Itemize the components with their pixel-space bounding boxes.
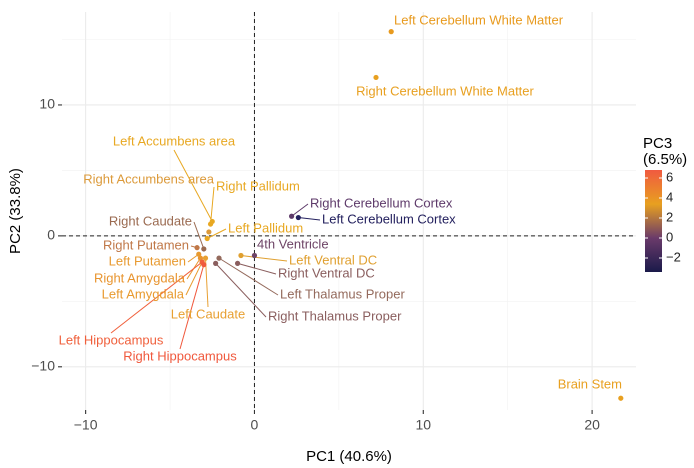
point — [373, 74, 379, 81]
legend-title: (6.5%) — [643, 151, 687, 168]
point-label: Right Pallidum — [216, 178, 300, 193]
y-axis-label: PC2 (33.8%) — [7, 168, 24, 254]
point-label: Right Thalamus Proper — [268, 308, 402, 323]
point — [207, 221, 214, 227]
point — [194, 245, 200, 251]
leader-line — [206, 228, 227, 239]
leader-line — [205, 258, 209, 308]
x-tick-label: 0 — [251, 417, 259, 433]
colorbar-tick-label: 6 — [666, 169, 673, 184]
point — [201, 246, 207, 252]
point-label: Left Putamen — [109, 253, 186, 268]
leader-line — [193, 221, 205, 250]
point-label: Left Amygdala — [102, 286, 185, 301]
colorbar-tick-label: −2 — [666, 249, 681, 264]
leader-line — [298, 217, 321, 221]
point — [196, 251, 202, 257]
leader-line — [179, 264, 205, 350]
y-tick-label: 0 — [47, 227, 55, 243]
leader-line — [185, 261, 203, 296]
leader-line — [215, 263, 267, 318]
leader-line — [218, 257, 279, 296]
point-label: 4th Ventricle — [257, 236, 329, 251]
point — [289, 213, 295, 219]
point — [201, 262, 207, 268]
point-label: Left Caudate — [171, 306, 245, 321]
leader-line — [110, 261, 203, 334]
leader-line — [173, 149, 213, 222]
leader-line — [210, 186, 215, 225]
x-tick-label: 10 — [415, 417, 431, 433]
point — [213, 260, 219, 266]
x-axis-label: PC1 (40.6%) — [306, 448, 392, 465]
leader-line — [291, 203, 309, 217]
point-label: Left Pallidum — [228, 220, 303, 235]
point — [388, 29, 394, 35]
x-tick-label: −10 — [74, 417, 98, 433]
point-label: Right Putamen — [103, 237, 189, 252]
legend-title: PC3 — [643, 135, 672, 152]
point-label: Left Ventral DC — [289, 252, 377, 267]
point — [204, 235, 210, 242]
point-label: Right Caudate — [109, 213, 192, 228]
point-label: Brain Stem — [558, 376, 622, 391]
point — [197, 255, 204, 261]
point-label: Right Cerebellum White Matter — [356, 83, 534, 98]
point-label: Left Thalamus Proper — [280, 286, 405, 301]
colorbar-tick-label: 2 — [666, 209, 673, 224]
colorbar-tick-label: 4 — [666, 189, 673, 204]
x-tick-label: 20 — [584, 417, 600, 433]
point — [238, 252, 244, 259]
point-label: Right Hippocampus — [123, 348, 237, 363]
point — [251, 252, 258, 259]
point-label: Right Ventral DC — [278, 265, 375, 280]
point-label: Left Accumbens area — [113, 133, 236, 148]
leader-line — [240, 255, 288, 262]
point — [295, 214, 301, 221]
point — [234, 260, 241, 266]
point-label: Left Cerebellum White Matter — [394, 12, 564, 27]
leader-line — [237, 262, 277, 275]
y-tick-label: −10 — [31, 357, 55, 373]
point-label: Left Cerebellum Cortex — [322, 211, 456, 226]
point — [202, 255, 209, 261]
point-label: Right Amygdala — [94, 270, 186, 285]
point-label: Right Cerebellum Cortex — [310, 195, 453, 210]
point — [216, 255, 222, 261]
point-label: Left Hippocampus — [59, 332, 164, 347]
y-tick-label: 10 — [39, 96, 55, 112]
point — [206, 229, 212, 235]
point — [618, 395, 624, 401]
colorbar-tick-label: 0 — [666, 229, 673, 244]
colorbar — [645, 170, 662, 272]
point-label: Right Accumbens area — [83, 171, 215, 186]
